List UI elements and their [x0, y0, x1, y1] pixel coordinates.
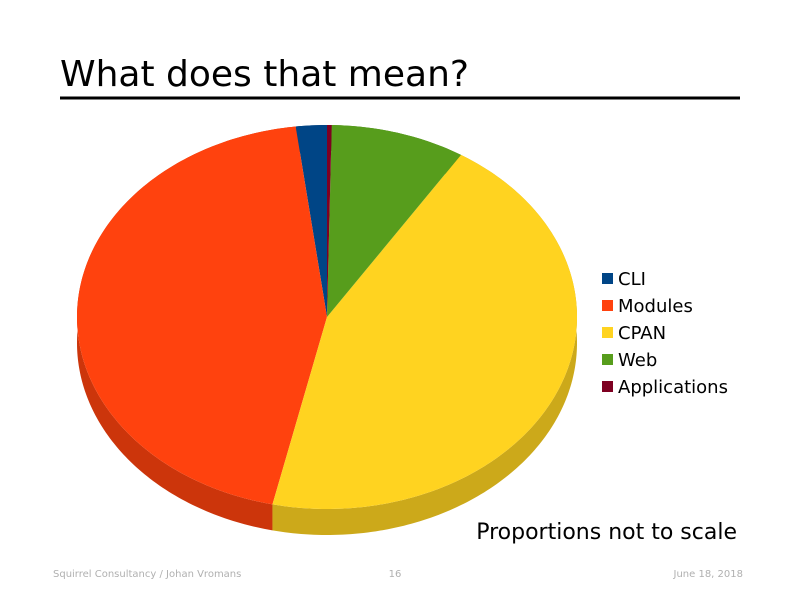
legend-label: Modules [618, 296, 693, 317]
slice [327, 125, 461, 317]
slice [327, 125, 332, 317]
legend-swatch [602, 273, 613, 284]
footer-left: Squirrel Consultancy / Johan Vromans [53, 569, 241, 580]
slice [272, 154, 577, 509]
footer-right: June 18, 2018 [673, 569, 744, 580]
legend-label: Applications [618, 377, 728, 398]
legend-swatch [602, 381, 613, 392]
slice [295, 125, 327, 317]
legend-label: CLI [618, 269, 646, 290]
footer-center: 16 [389, 569, 402, 580]
legend-label: CPAN [618, 323, 666, 344]
legend-swatch [602, 327, 613, 338]
slide-title: What does that mean? [60, 54, 469, 95]
legend-label: Web [618, 350, 657, 371]
legend: CLI Modules CPAN Web Applications [602, 269, 728, 398]
annotation: Proportions not to scale [476, 520, 737, 545]
legend-swatch [602, 354, 613, 365]
pie [77, 125, 577, 535]
legend-swatch [602, 300, 613, 311]
slice [77, 126, 328, 505]
